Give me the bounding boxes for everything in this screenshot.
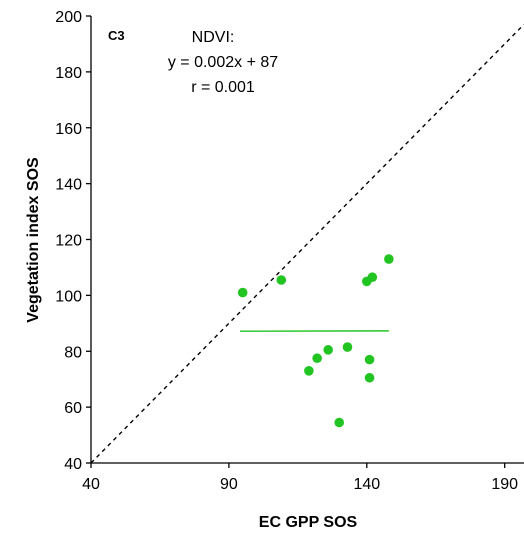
- x-axis-title: EC GPP SOS: [259, 514, 358, 531]
- y-tick-label: 60: [64, 400, 82, 417]
- annotation-line-3: r = 0.001: [191, 79, 255, 96]
- data-point: [334, 417, 345, 428]
- panel-label: C3: [108, 28, 125, 43]
- data-point: [304, 366, 314, 376]
- y-tick-label: 80: [64, 344, 82, 361]
- y-axis-title: Vegetation index SOS: [25, 157, 42, 323]
- data-points: [237, 254, 394, 428]
- one-to-one-reference-line: [90, 23, 524, 464]
- y-tick-label: 140: [55, 177, 82, 194]
- x-tick-label: 190: [491, 476, 518, 493]
- data-point: [312, 353, 322, 364]
- annotation-line-1: NDVI:: [192, 29, 235, 46]
- x-ticks: 40 90 140 190: [82, 463, 518, 493]
- x-tick-label: 140: [353, 476, 380, 493]
- axes: [90, 16, 524, 464]
- data-point: [342, 342, 353, 352]
- x-tick-label: 90: [220, 476, 238, 493]
- data-point: [276, 275, 287, 285]
- y-tick-label: 180: [55, 65, 82, 82]
- y-tick-label: 200: [55, 9, 82, 26]
- y-tick-label: 160: [55, 121, 82, 138]
- x-tick-label: 40: [82, 476, 100, 493]
- y-ticks: 40 60 80 100 120 140 160 180 200: [55, 9, 91, 473]
- data-point: [364, 354, 375, 365]
- data-point: [364, 372, 375, 383]
- data-point: [237, 287, 248, 298]
- y-tick-label: 100: [55, 288, 82, 305]
- y-tick-label: 40: [64, 456, 82, 473]
- data-point: [367, 272, 378, 283]
- y-tick-label: 120: [55, 233, 82, 250]
- annotation-line-2: y = 0.002x + 87: [168, 54, 278, 71]
- data-point: [384, 254, 394, 264]
- data-point: [323, 345, 333, 355]
